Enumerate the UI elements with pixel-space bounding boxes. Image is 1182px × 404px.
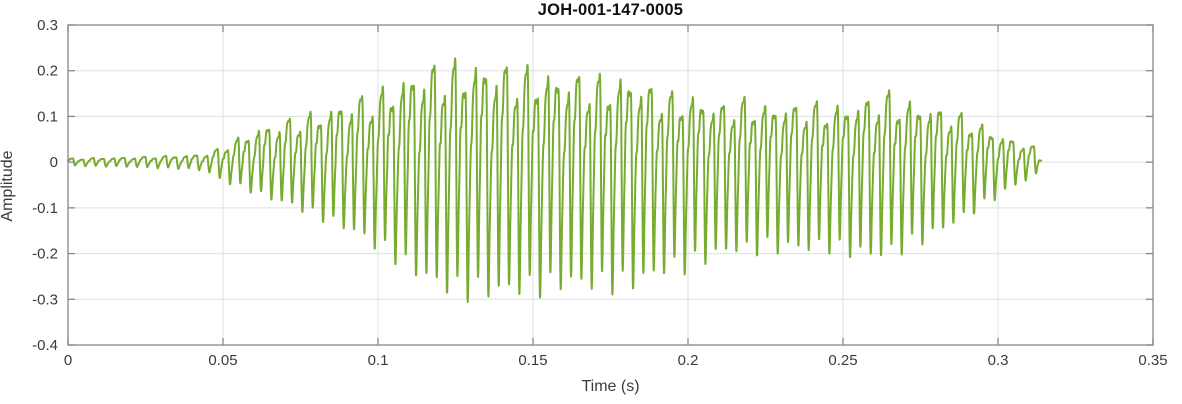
x-axis-label: Time (s) — [581, 378, 640, 395]
y-tick-label: 0.2 — [37, 63, 58, 80]
x-tick-label: 0.2 — [678, 352, 699, 369]
y-tick-label: -0.3 — [32, 291, 58, 308]
y-tick-label: 0.3 — [37, 17, 58, 34]
chart-title: JOH-001-147-0005 — [537, 1, 684, 19]
y-tick-label: -0.4 — [32, 337, 58, 354]
waveform-line — [67, 57, 1043, 304]
x-tick-label: 0.05 — [208, 352, 237, 369]
y-tick-label: 0.1 — [37, 108, 58, 125]
axes-box — [67, 24, 1154, 346]
y-tick-label: -0.2 — [32, 246, 58, 263]
x-tick-label: 0 — [64, 352, 72, 369]
x-tick-label: 0.1 — [368, 352, 389, 369]
x-tick-label: 0.25 — [828, 352, 857, 369]
y-tick-label: 0 — [50, 154, 58, 171]
x-tick-label: 0.35 — [1138, 352, 1167, 369]
x-tick-label: 0.15 — [518, 352, 547, 369]
y-axis-label: Amplitude — [0, 150, 16, 222]
x-tick-label: 0.3 — [988, 352, 1009, 369]
y-tick-label: -0.1 — [32, 200, 58, 217]
